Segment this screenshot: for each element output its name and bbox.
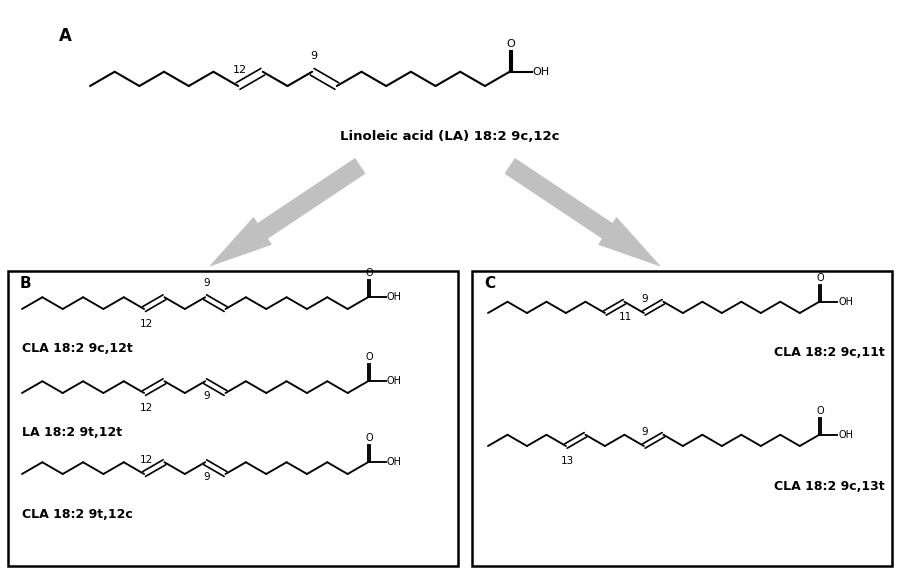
Text: O: O: [365, 433, 373, 443]
Text: 9: 9: [204, 278, 210, 288]
Text: 12: 12: [140, 455, 152, 465]
Text: CLA 18:2 9c,13t: CLA 18:2 9c,13t: [775, 480, 885, 493]
Text: O: O: [816, 273, 824, 283]
Text: A: A: [59, 27, 71, 45]
Text: 9: 9: [641, 294, 649, 304]
Text: OH: OH: [387, 376, 402, 386]
Text: 12: 12: [233, 65, 247, 75]
Text: 9: 9: [641, 427, 649, 437]
Text: B: B: [19, 276, 31, 292]
Text: 12: 12: [140, 403, 152, 413]
Text: OH: OH: [532, 67, 549, 77]
Text: OH: OH: [838, 297, 853, 307]
Text: Linoleic acid (LA) 18:2 9c,12c: Linoleic acid (LA) 18:2 9c,12c: [340, 130, 560, 143]
Text: 12: 12: [140, 319, 152, 329]
Polygon shape: [505, 159, 660, 266]
Text: OH: OH: [387, 457, 402, 467]
Text: 9: 9: [204, 472, 210, 482]
Text: O: O: [365, 352, 373, 362]
Text: 13: 13: [560, 456, 574, 466]
FancyBboxPatch shape: [472, 271, 892, 566]
Text: C: C: [484, 276, 495, 292]
Text: O: O: [365, 268, 373, 278]
Text: CLA 18:2 9t,12c: CLA 18:2 9t,12c: [22, 508, 133, 521]
Text: 9: 9: [204, 391, 210, 401]
Text: OH: OH: [838, 430, 853, 440]
Text: CLA 18:2 9c,11t: CLA 18:2 9c,11t: [774, 347, 885, 360]
Polygon shape: [210, 159, 365, 266]
Text: LA 18:2 9t,12t: LA 18:2 9t,12t: [22, 427, 122, 440]
Text: CLA 18:2 9c,12t: CLA 18:2 9c,12t: [22, 343, 133, 356]
Text: 11: 11: [619, 312, 632, 321]
FancyBboxPatch shape: [8, 271, 458, 566]
Text: O: O: [816, 406, 824, 416]
Text: 9: 9: [310, 51, 318, 61]
Text: O: O: [506, 39, 515, 49]
Text: OH: OH: [387, 292, 402, 302]
